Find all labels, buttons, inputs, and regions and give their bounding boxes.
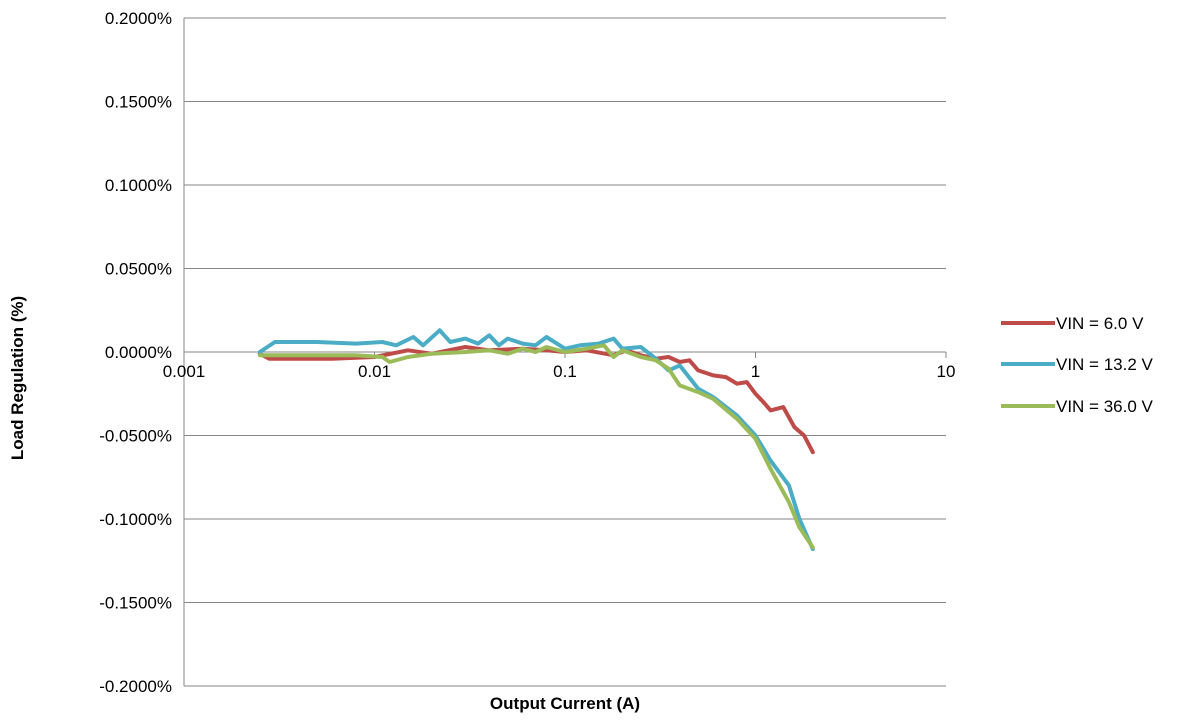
y-tick-label: 0.0000%	[105, 343, 172, 362]
legend-label: VIN = 36.0 V	[1056, 397, 1154, 416]
x-tick-label: 0.01	[358, 362, 391, 381]
series-line-1	[257, 345, 815, 455]
series-lines	[257, 328, 815, 552]
y-tick-label: -0.2000%	[99, 677, 172, 696]
y-tick-label: 0.0500%	[105, 260, 172, 279]
x-tick-label: 1	[751, 362, 760, 381]
x-tick-labels: 0.001 0.01 0.1 1 10	[163, 352, 956, 381]
y-tick-label: -0.1000%	[99, 510, 172, 529]
x-tick-label: 10	[937, 362, 956, 381]
series-line-3	[257, 343, 815, 550]
x-axis-title: Output Current (A)	[490, 694, 640, 713]
legend: VIN = 6.0 V VIN = 13.2 V VIN = 36.0 V	[1001, 314, 1154, 416]
y-tick-label: 0.2000%	[105, 9, 172, 28]
y-tick-labels: 0.2000% 0.1500% 0.1000% 0.0500% 0.0000% -0.05…	[99, 9, 172, 696]
series-line-2	[257, 328, 815, 552]
x-tick-label: 0.001	[163, 362, 206, 381]
y-tick-label: 0.1000%	[105, 176, 172, 195]
legend-label: VIN = 6.0 V	[1056, 314, 1144, 333]
y-axis-title: Load Regulation (%)	[8, 296, 27, 460]
y-tick-label: -0.1500%	[99, 594, 172, 613]
x-tick-label: 0.1	[553, 362, 577, 381]
y-tick-label: 0.1500%	[105, 93, 172, 112]
y-tick-label: -0.0500%	[99, 427, 172, 446]
legend-label: VIN = 13.2 V	[1056, 355, 1154, 374]
